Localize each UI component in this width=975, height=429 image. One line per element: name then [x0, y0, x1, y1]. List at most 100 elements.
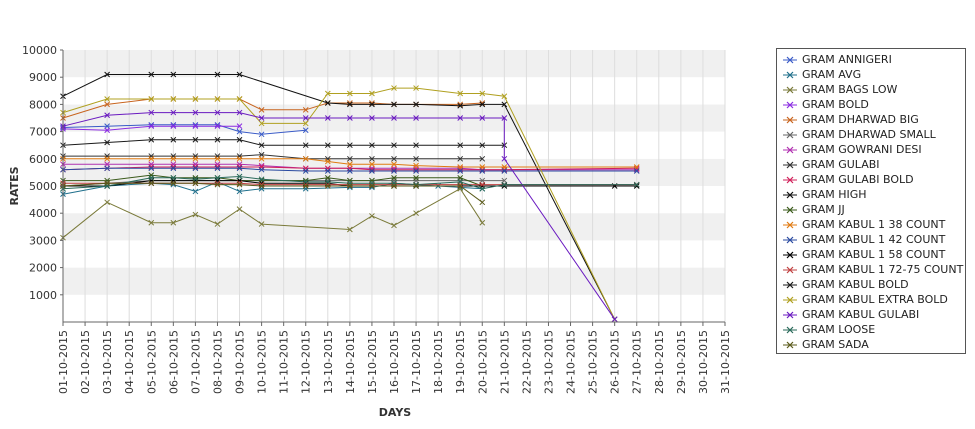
data-point: [413, 101, 419, 108]
data-point: [192, 211, 199, 218]
x-tick-label: 14-10-2015: [344, 330, 357, 394]
data-point: [214, 109, 221, 116]
legend-label: GRAM DHARWAD BIG: [802, 113, 919, 126]
data-point: [501, 115, 508, 121]
legend-label: GRAM GULABI: [802, 158, 880, 171]
legend-item: GRAM BAGS LOW: [783, 82, 965, 97]
data-point: [479, 155, 486, 162]
legend-marker-icon: [783, 191, 797, 198]
data-point: [148, 136, 155, 143]
data-point: [148, 109, 155, 116]
data-point: [214, 155, 221, 162]
data-point: [479, 168, 486, 174]
legend: GRAM ANNIGERI GRAM AVG GRAM BAGS LOW GRAM B…: [776, 48, 966, 354]
data-point: [413, 115, 419, 121]
data-point: [236, 155, 243, 162]
x-tick-label: 01-10-2015: [57, 330, 70, 394]
data-point: [324, 142, 331, 149]
series-line: [63, 154, 483, 160]
x-tick-label: 25-10-2015: [587, 330, 600, 394]
data-point: [457, 102, 464, 109]
data-point: [324, 158, 331, 165]
data-point: [479, 185, 486, 192]
legend-marker-icon: [783, 281, 797, 288]
data-point: [258, 166, 265, 173]
data-point: [302, 106, 309, 113]
legend-label: GRAM SADA: [802, 338, 869, 351]
y-tick-label: 2000: [29, 262, 57, 275]
data-point: [170, 136, 177, 143]
data-point: [192, 155, 199, 162]
data-point: [104, 199, 110, 206]
data-point: [236, 206, 243, 212]
data-point: [302, 179, 309, 185]
data-point: [214, 136, 221, 143]
data-point: [258, 106, 265, 113]
y-tick-label: 5000: [29, 180, 57, 193]
x-tick-label: 22-10-2015: [520, 330, 533, 394]
data-point: [391, 222, 397, 229]
x-tick-label: 03-10-2015: [101, 330, 114, 394]
data-point: [324, 115, 331, 121]
data-point: [369, 161, 375, 168]
data-point: [391, 101, 397, 108]
x-tick-label: 11-10-2015: [278, 330, 291, 394]
legend-marker-icon: [783, 176, 797, 183]
legend-marker-icon: [783, 161, 797, 168]
y-tick-label: 8000: [29, 98, 57, 111]
x-tick-label: 24-10-2015: [565, 330, 578, 394]
data-point: [413, 162, 419, 169]
x-tick-label: 18-10-2015: [432, 330, 445, 394]
legend-item: GRAM AVG: [783, 67, 965, 82]
legend-item: GRAM ANNIGERI: [783, 52, 965, 67]
legend-marker-icon: [783, 131, 797, 138]
x-tick-labels: 01-10-2015 02-10-2015 03-10-2015 04-10-2015…: [57, 330, 732, 394]
series: [60, 109, 618, 323]
legend-marker-icon: [783, 266, 797, 273]
data-point: [104, 112, 110, 119]
legend-label: GRAM LOOSE: [802, 323, 876, 336]
data-point: [479, 181, 486, 188]
data-point: [413, 142, 419, 149]
data-point: [104, 127, 110, 134]
legend-item: GRAM HIGH: [783, 187, 965, 202]
legend-marker-icon: [783, 206, 797, 213]
data-point: [302, 115, 309, 121]
legend-item: GRAM DHARWAD SMALL: [783, 127, 965, 142]
data-point: [170, 165, 177, 172]
data-point: [236, 188, 243, 195]
axes: [60, 49, 726, 326]
data-point: [258, 176, 265, 183]
x-tick-label: 12-10-2015: [300, 330, 313, 394]
data-point: [324, 100, 331, 106]
data-point: [104, 139, 110, 146]
data-point: [347, 90, 353, 97]
data-point: [258, 221, 265, 227]
data-point: [302, 127, 309, 134]
data-point: [347, 161, 353, 168]
data-point: [258, 115, 265, 121]
legend-item: GRAM GULABI: [783, 157, 965, 172]
y-tick-label: 6000: [29, 153, 57, 166]
data-point: [236, 71, 243, 78]
data-point: [457, 155, 464, 162]
data-point: [611, 316, 618, 323]
data-point: [633, 181, 640, 188]
legend-marker-icon: [783, 326, 797, 333]
y-tick-label: 10000: [22, 44, 57, 57]
series: [60, 185, 486, 241]
x-axis-title: DAYS: [379, 406, 412, 419]
data-point: [457, 174, 464, 181]
data-point: [501, 177, 508, 184]
legend-item: GRAM KABUL 1 58 COUNT: [783, 247, 965, 262]
data-point: [413, 85, 419, 91]
data-point: [236, 109, 243, 116]
data-point: [413, 183, 419, 189]
data-point: [258, 131, 265, 138]
data-point: [457, 183, 464, 189]
data-point: [192, 180, 199, 187]
data-point: [148, 219, 155, 226]
legend-label: GRAM GULABI BOLD: [802, 173, 914, 186]
data-point: [192, 136, 199, 143]
legend-marker-icon: [783, 101, 797, 108]
